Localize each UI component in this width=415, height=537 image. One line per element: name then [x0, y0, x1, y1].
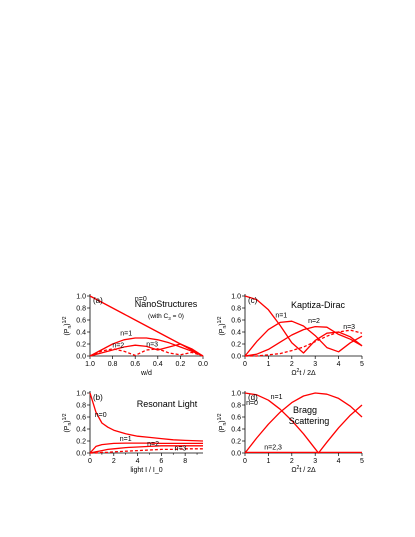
x-tick-label: 5	[360, 458, 364, 465]
x-tick-label: 2	[112, 458, 116, 465]
series-line-n=1	[244, 392, 363, 454]
y-tick-label: 0.2	[76, 341, 86, 348]
series-line-n=0	[244, 392, 363, 454]
panel-title: Bragg	[293, 405, 317, 415]
panel-title: NanoStructures	[135, 299, 198, 309]
y-tick-label: 0.4	[76, 426, 86, 433]
curve-label: n=3	[146, 341, 158, 348]
y-tick-label: 0.0	[231, 353, 241, 360]
x-axis-label: Ω2t / 2Δ	[291, 368, 316, 377]
panel-a: 0.0 0.2 0.4 0.6 0.8 1.0 1.0 0.8 0.6 0.4 0.2 0.0 w/d (…	[62, 293, 208, 377]
x-tick-label: 4	[337, 361, 341, 368]
curve-label: n=3	[174, 446, 186, 453]
series-line-n=3	[89, 343, 204, 357]
x-tick-label: 1	[266, 458, 270, 465]
curve-label: n=0	[95, 412, 107, 419]
x-tick-label: 0	[88, 458, 92, 465]
x-tick-label: 4	[337, 458, 341, 465]
panel-label: (a)	[93, 296, 103, 305]
x-tick-label: 0.8	[108, 361, 118, 368]
y-tick-label: 0.2	[231, 438, 241, 445]
y-tick-label: 0.4	[231, 329, 241, 336]
series-line-n=1	[244, 320, 363, 357]
y-tick-label: 1.0	[231, 390, 241, 397]
x-axis-label: light I / I_0	[130, 467, 162, 474]
y-axis-label: (Pn)1/2	[217, 316, 228, 335]
y-tick-label: 0.8	[76, 402, 86, 409]
y-axis-label: (Pn)1/2	[62, 316, 73, 335]
y-tick-label: 0.0	[76, 353, 86, 360]
y-tick-label: 0.2	[231, 341, 241, 348]
curve-label: n=1	[120, 436, 132, 443]
curve-label: n=0	[246, 400, 258, 407]
x-tick-label: 5	[360, 361, 364, 368]
panel-title-line2: Scattering	[289, 416, 330, 426]
y-tick-label: 0.8	[231, 402, 241, 409]
x-tick-label: 3	[313, 458, 317, 465]
curve-label: n=3	[343, 324, 355, 331]
panel-d: 0.0 0.2 0.4 0.6 0.8 1.0 0 1 2 3 4 5 Ω2t / 2Δ (Pn)1/2 n…	[217, 390, 364, 474]
x-tick-label: 1.0	[85, 361, 95, 368]
x-tick-label: 4	[136, 458, 140, 465]
series-line-n=3	[90, 448, 203, 454]
y-axis-label: (Pn)1/2	[62, 413, 73, 432]
x-axis-label: w/d	[140, 370, 152, 377]
series-line-n=2	[89, 445, 203, 454]
x-tick-label: 3	[313, 361, 317, 368]
panel-label: (b)	[93, 393, 103, 402]
y-tick-label: 0.8	[76, 305, 86, 312]
y-tick-label: 0.0	[76, 450, 86, 457]
y-tick-label: 0.4	[76, 329, 86, 336]
panel-c: 0.0 0.2 0.4 0.6 0.8 1.0 0 1 2 3 4 5 Ω2t / 2Δ (Pn)1/2 n…	[217, 293, 364, 377]
curve-label: n=1	[271, 394, 283, 401]
x-tick-label: 8	[183, 458, 187, 465]
y-tick-label: 1.0	[76, 390, 86, 397]
x-tick-label: 0.2	[176, 361, 186, 368]
series-line-n=0	[244, 295, 363, 354]
curve-label: n=1	[120, 331, 132, 338]
y-tick-label: 0.6	[231, 414, 241, 421]
y-tick-label: 0.4	[231, 426, 241, 433]
panel-label: (c)	[248, 296, 258, 305]
curve-label: n=0	[135, 296, 147, 303]
curve-label: n=1	[275, 313, 287, 320]
series-line-n=2	[244, 325, 363, 357]
y-tick-label: 0.6	[231, 317, 241, 324]
panel-label: (d)	[248, 393, 258, 402]
x-tick-label: 0	[243, 458, 247, 465]
panel-b: 0.0 0.2 0.4 0.6 0.8 1.0 0 2 4 6 8 light I / I_0 (Pn)…	[62, 390, 204, 474]
curve-label: n=2	[112, 343, 124, 350]
y-tick-label: 0.0	[231, 450, 241, 457]
y-tick-label: 0.2	[76, 438, 86, 445]
x-tick-label: 2	[290, 361, 294, 368]
x-tick-label: 1	[266, 361, 270, 368]
series-line-n=1	[89, 442, 203, 454]
x-tick-label: 2	[290, 458, 294, 465]
curve-label: n=2,3	[264, 444, 282, 451]
curve-label: n=2	[308, 318, 320, 325]
series-line-n=0	[89, 392, 204, 442]
curve-label: n=2	[147, 441, 159, 448]
y-tick-label: 1.0	[231, 293, 241, 300]
series-line-n=2	[89, 348, 204, 357]
y-axis-label: (Pn)1/2	[217, 413, 228, 432]
x-tick-label: 0.4	[153, 361, 163, 368]
x-tick-label: 6	[159, 458, 163, 465]
panel-subtitle: (with C3 = 0)	[148, 313, 184, 321]
series-line-n=3	[245, 329, 363, 357]
series-line-n=1	[89, 337, 204, 357]
x-axis-label: Ω2t / 2Δ	[291, 465, 316, 474]
x-tick-label: 0.0	[198, 361, 208, 368]
y-tick-label: 0.8	[231, 305, 241, 312]
panel-title: Resonant Light	[137, 399, 198, 409]
panel-title: Kaptiza-Dirac	[291, 300, 346, 310]
x-tick-label: 0	[243, 361, 247, 368]
y-tick-label: 1.0	[76, 293, 86, 300]
y-tick-label: 0.6	[76, 414, 86, 421]
y-tick-label: 0.6	[76, 317, 86, 324]
x-tick-label: 0.6	[130, 361, 140, 368]
